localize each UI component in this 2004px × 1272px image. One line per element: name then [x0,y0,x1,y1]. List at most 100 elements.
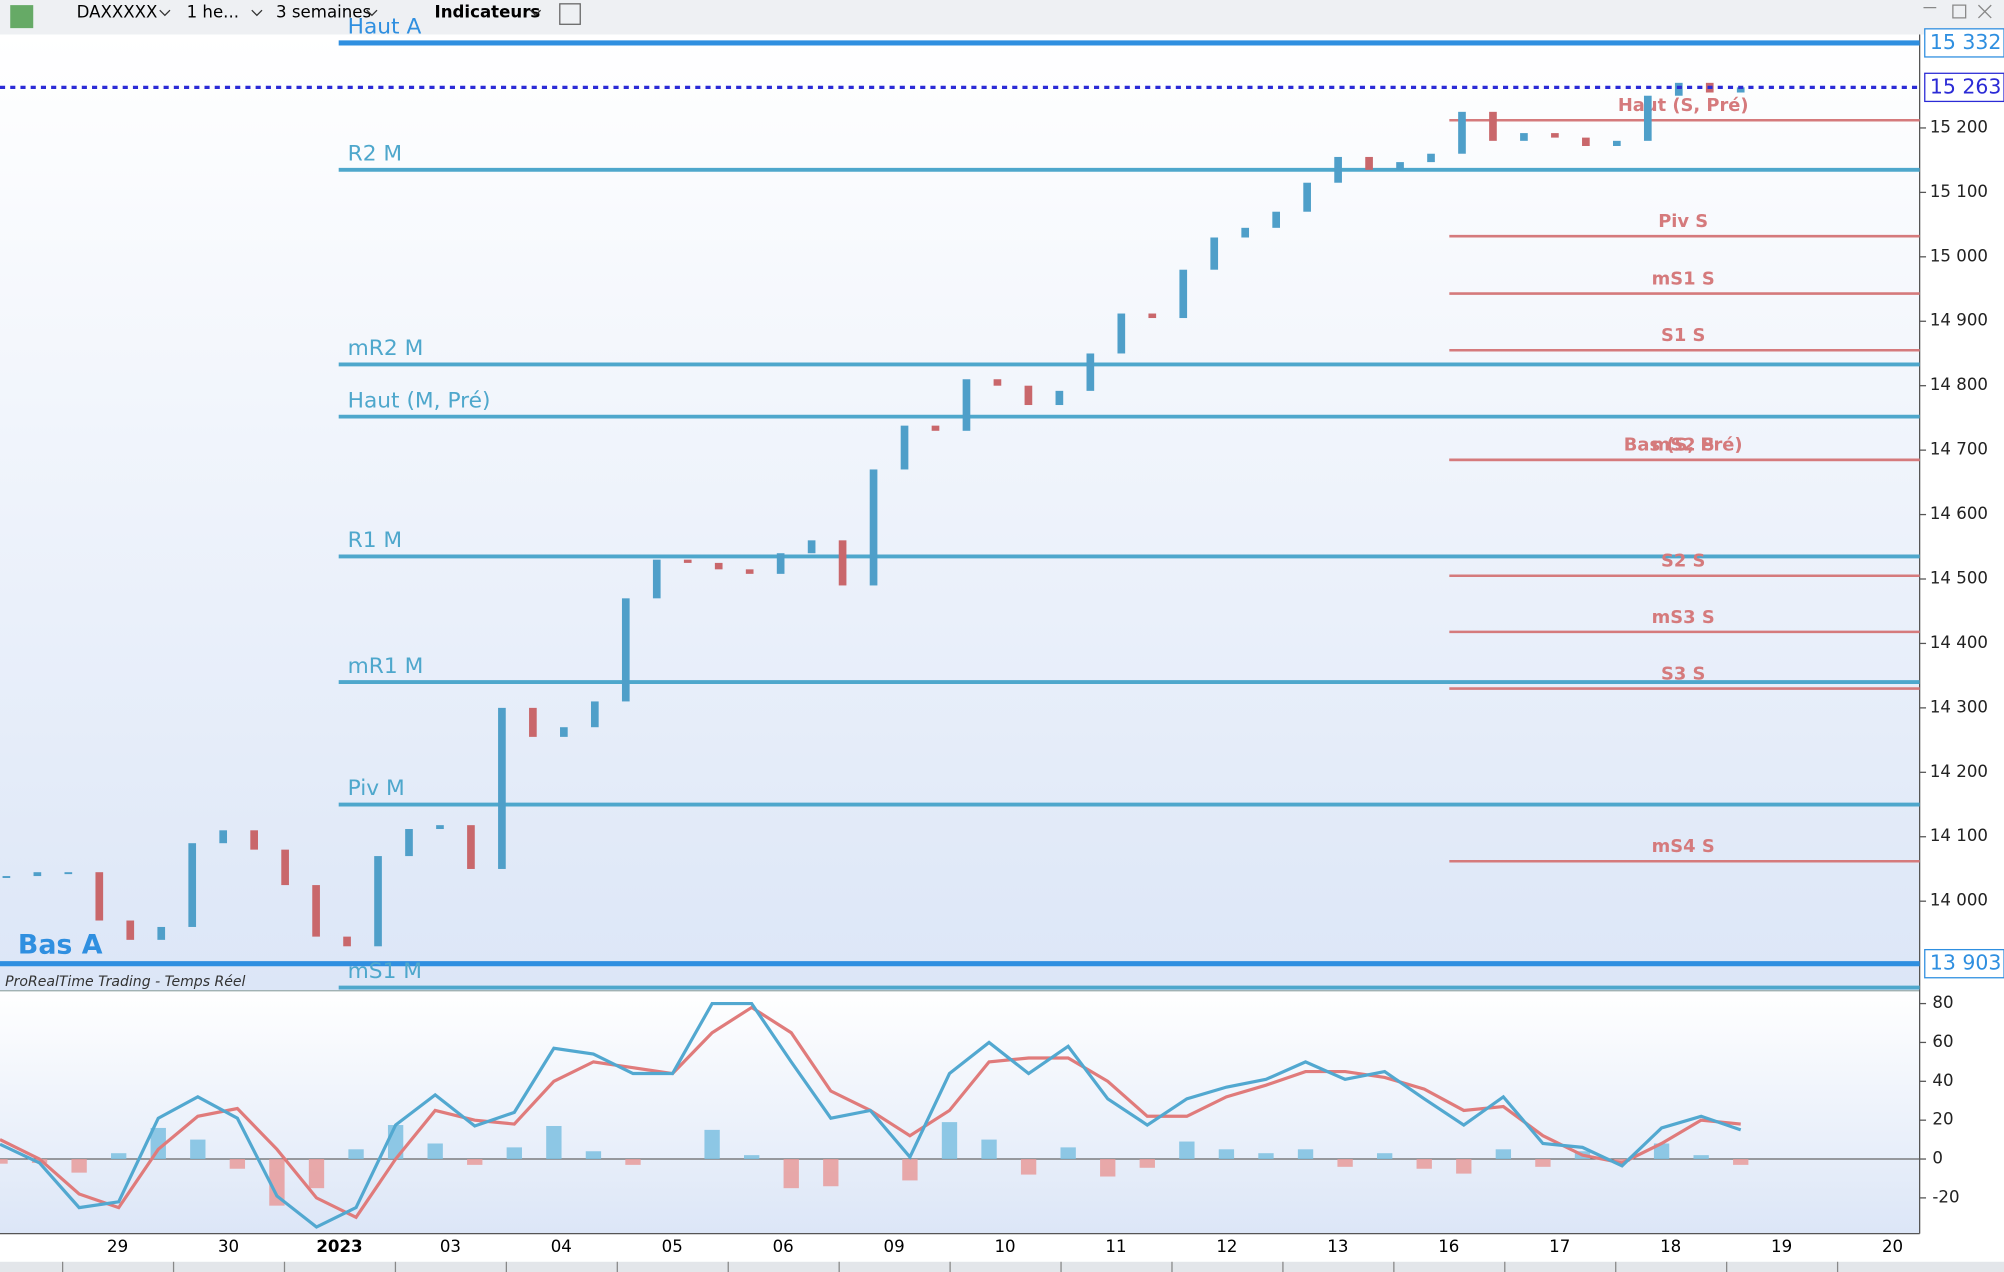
histogram-bar [1495,1149,1512,1160]
histogram-bar [1100,1159,1116,1177]
x-tick-label: 16 [1438,1237,1459,1256]
candle [652,559,661,599]
x-tick-label: 05 [662,1237,683,1256]
candle [745,569,754,574]
indicators[interactable]: Indicateurs [435,2,541,21]
level-label: R2 M [348,141,403,166]
candle [1582,137,1590,146]
y-tick-label: 15 200 [1930,117,1988,136]
histogram-bar [506,1147,522,1160]
price-box-label: 15 332 [1930,30,2002,54]
x-tick-label: 29 [107,1237,128,1256]
histogram-bar [308,1159,325,1189]
histogram-bar [1258,1153,1274,1160]
histogram-bar [1218,1149,1235,1160]
y-tick-label: 15 100 [1930,182,1988,201]
watermark: ProRealTime Trading - Temps Réel [5,974,245,990]
candle [529,707,537,737]
y-tick-label: 14 800 [1930,375,1988,394]
level-label: mS2 S [1652,435,1715,456]
candle [807,540,816,554]
candle [157,926,166,940]
histogram-bar [111,1153,127,1160]
x-tick-label: 03 [440,1237,461,1256]
y-tick-label: 14 700 [1930,440,1988,459]
histogram-bar [269,1159,285,1206]
y-tick-label: 14 100 [1930,826,1988,845]
candle [1489,111,1497,141]
candle [1427,153,1435,163]
x-tick-label: 09 [884,1237,905,1256]
toolbar [0,0,2004,35]
candle [900,425,909,470]
histogram-bar [0,1159,8,1164]
histogram-bar [1060,1147,1076,1160]
level-label: S1 S [1661,325,1705,346]
dropdown-arrows [159,9,542,17]
candle [1117,313,1126,354]
histogram-bar [1456,1159,1472,1174]
candle [1272,211,1281,228]
x-tick-label: 10 [994,1237,1015,1256]
candle [312,885,320,937]
candle [838,540,847,586]
candle [1396,162,1404,170]
level-label: Haut (M, Pré) [348,388,491,413]
level-label: mS3 S [1652,607,1715,628]
histogram-bar [902,1159,918,1181]
scrollbar[interactable] [0,1261,2004,1272]
symbol[interactable]: DAXXXXX [77,2,158,21]
histogram-bar [1337,1159,1353,1167]
candle [126,920,135,940]
histogram-bar [744,1155,760,1160]
candle [343,936,351,947]
level-label: mS1 M [348,959,422,984]
histogram-bar [1614,1159,1630,1162]
oscillator-panel [0,990,1920,1234]
osc-y-tick-label: 40 [1932,1071,1953,1090]
candle [1086,353,1095,391]
interval[interactable]: 1 he... [187,2,239,21]
candle [64,872,73,875]
x-tick-label: 18 [1660,1237,1681,1256]
candle [1179,269,1188,319]
y-tick-label: 14 500 [1930,569,1988,588]
candle [498,707,506,869]
histogram-bar [1733,1159,1749,1165]
x-tick-label: 06 [773,1237,794,1256]
histogram-bar [150,1127,166,1160]
window-buttons[interactable] [1923,4,1992,19]
candle [714,562,723,570]
candle [1303,182,1311,212]
candle [1736,87,1745,93]
candle [776,553,785,574]
histogram-bar [823,1159,839,1187]
candle [993,379,1002,386]
candle [467,825,475,869]
histogram-bar [1139,1159,1155,1168]
info-button[interactable] [559,3,581,25]
histogram-bar [625,1159,641,1165]
candle [931,425,940,431]
candle [621,598,630,702]
price-panel [0,34,1920,991]
osc-y-tick-label: 20 [1932,1110,1953,1129]
x-tick-label: 17 [1549,1237,1570,1256]
osc-line [0,1001,1742,1229]
level-label: S2 S [1661,551,1705,572]
level-label: mR2 M [348,336,424,361]
candle [1055,390,1064,406]
y-tick-label: 14 200 [1930,762,1988,781]
osc-y-tick-label: 0 [1932,1149,1943,1168]
level-label: mS4 S [1652,836,1715,857]
range[interactable]: 3 semaines [276,2,371,21]
price-box [1924,72,2004,103]
chart-icon[interactable] [10,5,34,29]
candle [250,830,258,850]
histogram-bar [467,1159,483,1165]
x-tick-label: 20 [1882,1237,1903,1256]
histogram-bar [1416,1159,1432,1169]
candle [560,727,568,737]
x-tick-label: 12 [1216,1237,1237,1256]
